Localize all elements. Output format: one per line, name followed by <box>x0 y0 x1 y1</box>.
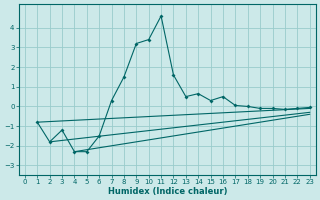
X-axis label: Humidex (Indice chaleur): Humidex (Indice chaleur) <box>108 187 227 196</box>
